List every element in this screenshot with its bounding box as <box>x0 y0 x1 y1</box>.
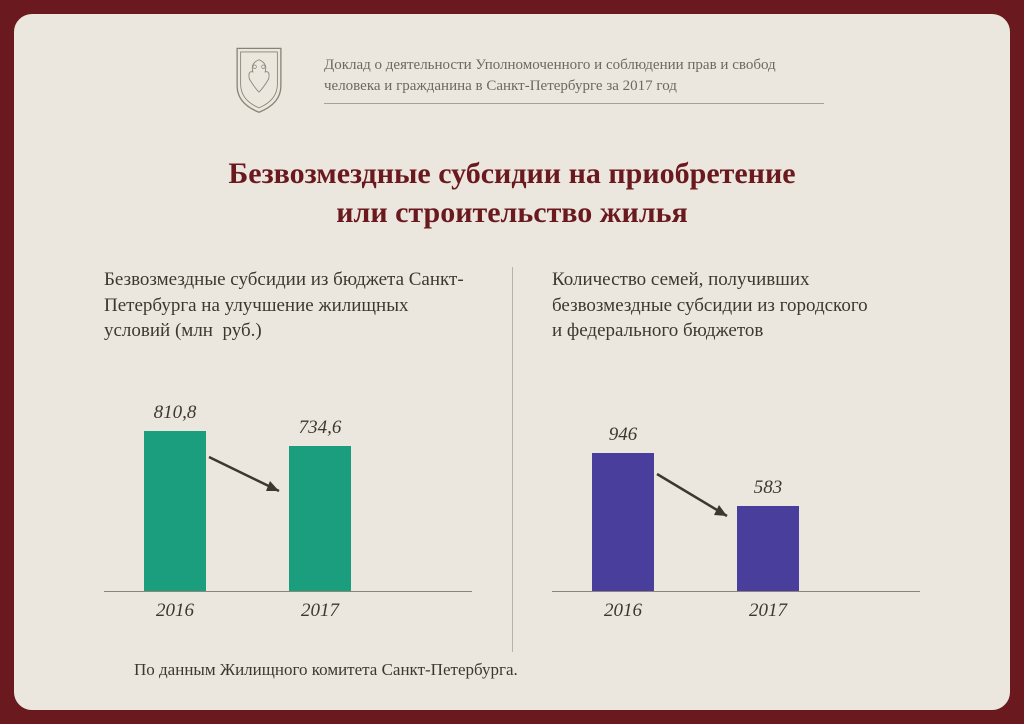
vertical-divider <box>512 267 513 652</box>
chart-left-bar-2016 <box>144 431 206 591</box>
header-report-text: Доклад о деятельности Уполномоченного и … <box>324 55 824 104</box>
chart-right-value-2016: 946 <box>573 424 673 446</box>
header: Доклад о деятельности Уполномоченного и … <box>14 14 1010 114</box>
chart-right-bar-2016 <box>592 453 654 591</box>
title-line2: или строительство жилья <box>336 196 688 229</box>
chart-right-value-2017: 583 <box>718 477 818 499</box>
chart-left-baseline <box>104 591 472 592</box>
chart-left-bar-2017 <box>289 446 351 591</box>
chart-right-bar-2017 <box>737 506 799 591</box>
panel: Доклад о деятельности Уполномоченного и … <box>12 12 1012 712</box>
chart-right-subtitle: Количество семей, получивших безвозмездн… <box>552 267 920 377</box>
chart-right-arrow-icon <box>652 464 742 534</box>
footer-source: По данным Жилищного комитета Санкт-Петер… <box>134 660 518 680</box>
chart-left-value-2017: 734,6 <box>270 417 370 439</box>
chart-left-value-2016: 810,8 <box>125 402 225 424</box>
chart-right-year-2016: 2016 <box>573 600 673 622</box>
charts-row: Безвозмездные субсидии из бюджета Санкт-… <box>14 267 1010 622</box>
chart-right-year-2017: 2017 <box>718 600 818 622</box>
chart-left-subtitle: Безвозмездные субсидии из бюджета Санкт-… <box>104 267 472 377</box>
chart-left-arrow-icon <box>204 447 294 507</box>
chart-left: Безвозмездные субсидии из бюджета Санкт-… <box>64 267 512 622</box>
emblem-icon <box>224 44 294 114</box>
title-line1: Безвозмездные субсидии на приобретение <box>228 157 795 190</box>
chart-left-year-2016: 2016 <box>125 600 225 622</box>
chart-left-area: 810,8 2016 734,6 2017 <box>104 402 472 622</box>
page-title: Безвозмездные субсидии на приобретение и… <box>14 154 1010 232</box>
chart-right-area: 946 2016 583 2017 <box>552 402 920 622</box>
chart-left-year-2017: 2017 <box>270 600 370 622</box>
chart-right-baseline <box>552 591 920 592</box>
chart-right: Количество семей, получивших безвозмездн… <box>512 267 960 622</box>
